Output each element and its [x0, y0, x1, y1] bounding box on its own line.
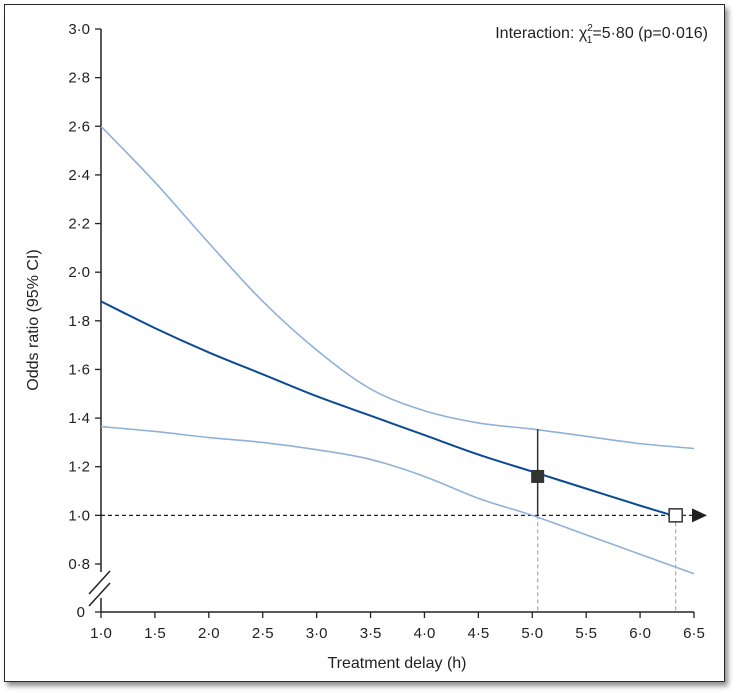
series-upper-ci-line: [100, 125, 695, 450]
x-tick-label: 1·0: [90, 625, 112, 642]
series-lower-ci-line: [100, 425, 695, 575]
y-tick-label: 1·6: [68, 361, 90, 378]
y-tick-label: 1·8: [68, 313, 90, 330]
x-tick-label: 2·0: [198, 625, 220, 642]
x-tick-label: 5·5: [575, 625, 597, 642]
y-tick-label: 1·0: [68, 507, 90, 524]
y-tick-label: 2·4: [68, 167, 90, 184]
x-tick-label: 4·0: [414, 625, 436, 642]
series-group: [100, 125, 695, 575]
series-estimate-line: [100, 300, 673, 517]
filled-square-marker: [531, 469, 545, 483]
markers-group: [531, 429, 683, 523]
x-tick-label: 6·5: [683, 625, 705, 642]
open-square-marker: [668, 508, 683, 523]
interaction-annotation: Interaction: χ2 1=5·80 (p=0·016): [495, 23, 708, 46]
chi-subscript: 1: [587, 35, 593, 46]
chart-frame: [4, 4, 725, 682]
y-tick-label: 1·4: [68, 410, 90, 427]
axes-group: 0·8 1·0 1·2 1·4 1·6 1·8 2·0 2·2 2·4 2·6 2·8 3·0 0 1·0…: [68, 21, 707, 642]
y-axis-title: Odds ratio (95% CI): [25, 249, 42, 390]
x-tick-label: 6·0: [629, 625, 651, 642]
axis-break-mark: [88, 582, 111, 607]
axis-break-mark: [88, 570, 111, 595]
x-axis-title: Treatment delay (h): [327, 655, 466, 672]
x-tick-label: 1·5: [144, 625, 166, 642]
y-tick-label: 3·0: [68, 21, 90, 38]
reference-arrow: [692, 508, 707, 523]
y-tick-label: 2·6: [68, 118, 90, 135]
x-tick-label: 3·5: [360, 625, 382, 642]
y-tick-label: 0·8: [68, 556, 90, 573]
x-tick-label: 2·5: [252, 625, 274, 642]
y-tick-label: 2·8: [68, 70, 90, 87]
y-tick-label: 2·0: [68, 264, 90, 281]
y-tick-label: 0: [77, 604, 85, 621]
x-tick-label: 5·0: [521, 625, 543, 642]
x-tick-label: 3·0: [306, 625, 328, 642]
y-tick-label: 1·2: [68, 459, 90, 476]
chi-superscript: 2: [587, 23, 593, 34]
x-tick-label: 4·5: [468, 625, 490, 642]
y-tick-label: 2·2: [68, 216, 90, 233]
